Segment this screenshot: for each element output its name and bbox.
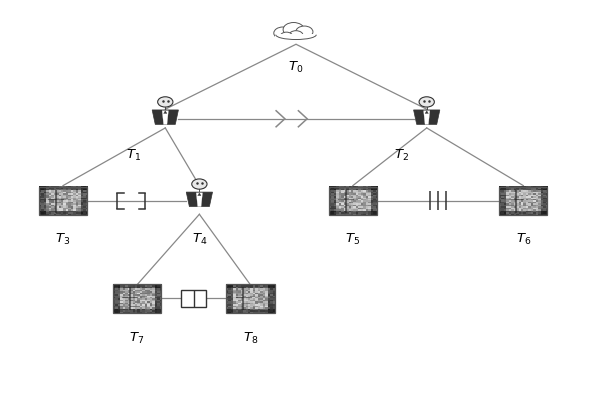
- Polygon shape: [197, 193, 202, 207]
- Circle shape: [283, 23, 304, 37]
- Polygon shape: [425, 111, 429, 113]
- Circle shape: [274, 27, 292, 39]
- Polygon shape: [163, 111, 167, 113]
- Polygon shape: [152, 110, 178, 125]
- Polygon shape: [414, 110, 440, 125]
- Text: $T_2$: $T_2$: [394, 148, 408, 163]
- FancyBboxPatch shape: [181, 290, 206, 307]
- Text: $T_0$: $T_0$: [288, 60, 304, 75]
- Circle shape: [296, 26, 313, 37]
- Circle shape: [192, 179, 207, 189]
- Polygon shape: [162, 111, 168, 125]
- Polygon shape: [424, 111, 430, 125]
- Circle shape: [419, 97, 435, 107]
- Text: $T_8$: $T_8$: [243, 331, 258, 346]
- Circle shape: [157, 97, 173, 107]
- Polygon shape: [186, 192, 213, 207]
- Polygon shape: [198, 193, 201, 195]
- Text: $T_5$: $T_5$: [345, 232, 361, 247]
- FancyBboxPatch shape: [275, 34, 317, 43]
- Circle shape: [280, 32, 292, 41]
- Text: $T_4$: $T_4$: [192, 232, 207, 247]
- Text: $T_3$: $T_3$: [56, 232, 70, 247]
- Circle shape: [289, 31, 303, 40]
- Text: $T_6$: $T_6$: [516, 232, 531, 247]
- Text: $T_7$: $T_7$: [129, 331, 144, 346]
- Text: $T_1$: $T_1$: [127, 148, 141, 163]
- Circle shape: [284, 27, 308, 43]
